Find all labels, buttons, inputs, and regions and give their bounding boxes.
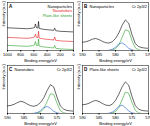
svg-text:585: 585 [21,115,28,120]
svg-text:Nanotubes: Nanotubes [52,8,72,14]
svg-text:575: 575 [129,115,136,120]
svg-text:585: 585 [96,115,103,120]
svg-text:200: 200 [57,52,64,57]
svg-text:Intensity (a.u.): Intensity (a.u.) [76,0,81,26]
svg-text:590: 590 [79,52,86,57]
svg-text:1000: 1000 [3,52,13,57]
svg-text:580: 580 [112,52,119,57]
svg-text:580: 580 [37,115,44,120]
svg-text:Binding energy/eV: Binding energy/eV [24,58,57,63]
svg-text:580: 580 [112,115,119,120]
svg-text:Nanoparticles: Nanoparticles [47,3,72,9]
svg-text:Intensity (a.u.): Intensity (a.u.) [76,63,81,89]
svg-text:800: 800 [17,52,24,57]
svg-text:C: C [9,67,13,72]
svg-text:Cr 2p3/2: Cr 2p3/2 [57,67,73,72]
svg-text:570: 570 [145,52,150,57]
svg-text:400: 400 [44,52,51,57]
svg-text:Nanoparticles: Nanoparticles [90,4,114,9]
svg-text:B: B [84,4,88,9]
svg-text:600: 600 [31,52,38,57]
svg-text:Intensity (a.u.): Intensity (a.u.) [1,63,6,89]
svg-text:585: 585 [96,52,103,57]
svg-text:D: D [84,67,88,72]
svg-text:590: 590 [79,115,86,120]
svg-text:575: 575 [54,115,61,120]
svg-text:Intensity (a.u.): Intensity (a.u.) [1,0,6,26]
svg-text:Nanotubes: Nanotubes [15,67,34,72]
svg-text:590: 590 [4,115,11,120]
svg-text:Binding energy/eV: Binding energy/eV [99,121,132,126]
svg-text:Cr 2p3/2: Cr 2p3/2 [132,67,148,72]
svg-text:Plate-like sheets: Plate-like sheets [43,13,72,18]
svg-text:A: A [9,4,13,9]
svg-text:Cr 2p3/2: Cr 2p3/2 [132,4,148,9]
svg-text:570: 570 [145,115,150,120]
svg-text:Binding energy/eV: Binding energy/eV [24,121,57,126]
svg-text:Plate-like sheets: Plate-like sheets [90,67,119,72]
svg-text:575: 575 [129,52,136,57]
svg-text:Binding energy/eV: Binding energy/eV [99,58,132,63]
